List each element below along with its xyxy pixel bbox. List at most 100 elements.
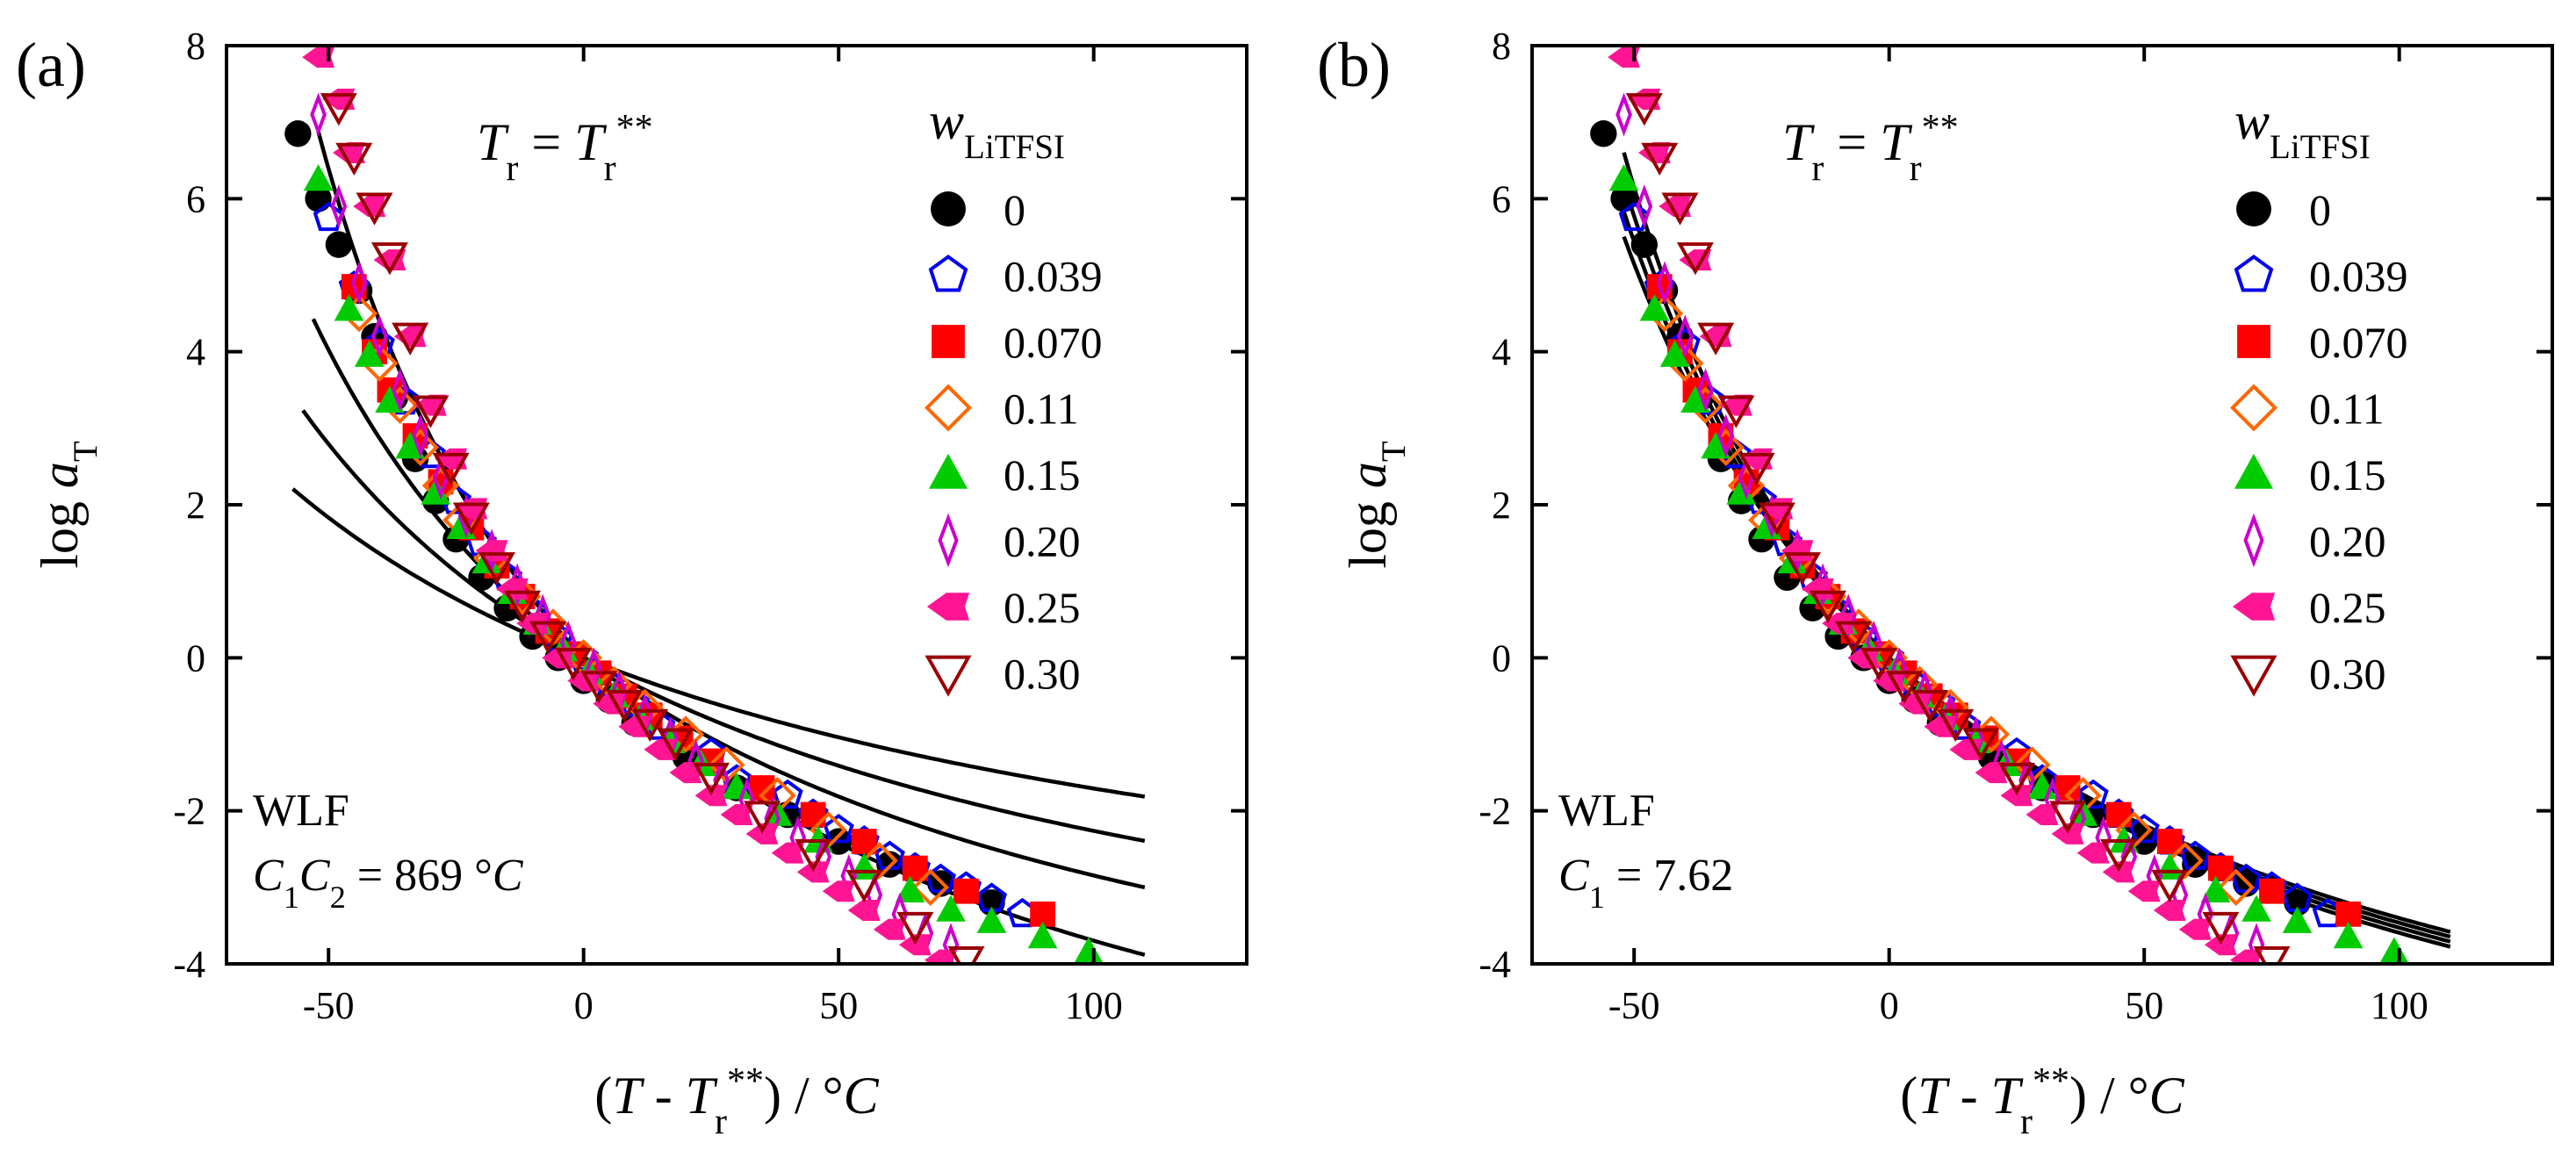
data-point-0.15-24 [1074,937,1104,964]
data-point-0.20-2 [350,261,368,305]
legend-label: 0.11 [1004,384,1079,434]
data-point-0.070-19 [2259,878,2285,904]
legend-marker-0 [2236,191,2271,226]
y-tick-label: 8 [186,25,205,68]
data-point-0.20-4 [392,368,408,413]
fit-model-label: WLF [253,786,349,836]
y-axis-title: log aT [1339,441,1413,569]
data-point-0.30-11 [1860,648,1898,681]
fit-model-label: WLF [1558,786,1655,836]
legend-marker-0.25 [926,593,970,621]
data-point-0.30-0 [320,93,357,126]
series-0.15 [1608,163,2409,964]
x-tick-label: 50 [2125,984,2163,1027]
legend-label: 0.25 [2309,583,2386,632]
legend-label: 0.11 [2309,384,2385,434]
legend-item-0.25: 0.25 [2232,583,2386,632]
data-point-0.11-16 [860,842,898,880]
data-point-0.30-4 [392,322,429,356]
data-point-0.15-4 [395,432,425,459]
data-point-0.20-4 [1697,368,1714,413]
data-point-0.15-3 [375,385,405,413]
data-point-0.30-15 [1962,728,2000,761]
legend-label: 0.070 [2309,318,2408,367]
data-point-0.20-2 [1656,261,1673,305]
data-point-0.30-3 [371,242,408,276]
x-tick-label: -50 [303,984,355,1027]
reference-temperature-label: Tr = Tr** [477,108,653,189]
data-point-0.20-0 [1615,92,1632,137]
panel-label: (b) [1317,30,1391,100]
series-0.039 [313,201,1038,928]
data-point-0.15-4 [1701,432,1731,459]
data-point-0.25-15 [1924,715,1957,737]
data-point-0.25-0 [302,47,335,68]
data-point-0.25-10 [495,578,529,600]
series-0.11 [1645,294,2256,907]
reference-temperature-label: Tr = Tr** [1782,108,1959,189]
data-point-0.30-16 [1997,762,2035,796]
x-axis-title: (T - Tr**) / °C [1900,1061,2184,1142]
data-point-0.11-17 [2217,868,2256,907]
data-point-0.30-13 [606,690,644,723]
data-point-0.15-0 [303,163,334,191]
data-point-0.30-14 [631,708,669,743]
legend-item-0.30: 0.30 [2230,650,2386,699]
data-point-0-2 [1630,231,1659,258]
data-point-0.30-12 [580,671,618,704]
series-0.11 [340,294,950,907]
legend-label: 0.15 [1004,450,1081,499]
data-point-0.20-5 [412,413,429,458]
legend-marker-0.30 [2230,655,2277,697]
legend-title: wLiTFSI [2234,92,2371,166]
series-0.15 [303,163,1104,964]
legend-marker-0.039 [928,255,968,292]
legend-label: 0 [2309,185,2331,234]
data-point-0.30-2 [1661,192,1699,226]
data-point-0.30-19 [845,869,883,903]
data-point-0.30-6 [432,452,470,486]
data-point-0.15-24 [2379,937,2409,964]
data-point-0.30-1 [335,142,373,176]
data-point-0.20-1 [1636,184,1653,228]
data-point-0.25-10 [1801,578,1834,600]
data-point-0.15-5 [421,478,451,505]
legend-marker-0 [931,191,966,226]
data-point-0.25-5 [393,326,427,348]
y-tick-label: 2 [186,484,205,527]
wlf-fit-curve-2 [301,409,1146,844]
data-point-0.30-1 [1641,142,1679,176]
data-point-0.25-0 [1608,47,1640,68]
data-point-0.30-18 [2100,839,2138,873]
data-point-0.30-17 [744,801,781,834]
data-point-0.30-2 [356,192,393,226]
data-point-0.30-3 [1676,242,1714,276]
legend-item-0.039: 0.039 [2234,252,2408,301]
x-tick-label: 100 [1065,984,1123,1027]
legend-marker-0.11 [2230,384,2277,432]
data-point-0.20-3 [371,314,388,359]
y-tick-label: -2 [173,790,205,833]
data-point-0.039-18 [2128,814,2160,844]
x-tick-label: 50 [819,984,858,1027]
legend-item-0.20: 0.20 [2243,513,2386,568]
data-point-0.25-25 [2178,918,2212,940]
data-point-0.070-16 [800,801,826,828]
data-point-0.30-16 [692,762,730,796]
data-point-0.25-19 [720,804,753,826]
data-point-0.15-21 [936,895,966,922]
data-point-0.30-4 [1697,322,1735,356]
data-point-0.30-8 [1783,552,1821,586]
legend-label: 0.25 [1004,583,1081,632]
data-point-0.25-24 [847,899,881,921]
legend-marker-0.070 [2237,325,2270,358]
legend-label: 0.20 [1004,517,1081,566]
data-point-0.15-2 [354,340,385,367]
data-point-0.30-8 [478,552,515,586]
data-point-0.039-0 [313,201,344,232]
data-point-0.30-5 [412,395,450,428]
data-point-0.15-23 [1027,921,1058,949]
data-point-0.30-6 [1738,452,1775,486]
x-tick-label: -50 [1608,984,1660,1027]
data-point-0.25-21 [2076,842,2110,864]
